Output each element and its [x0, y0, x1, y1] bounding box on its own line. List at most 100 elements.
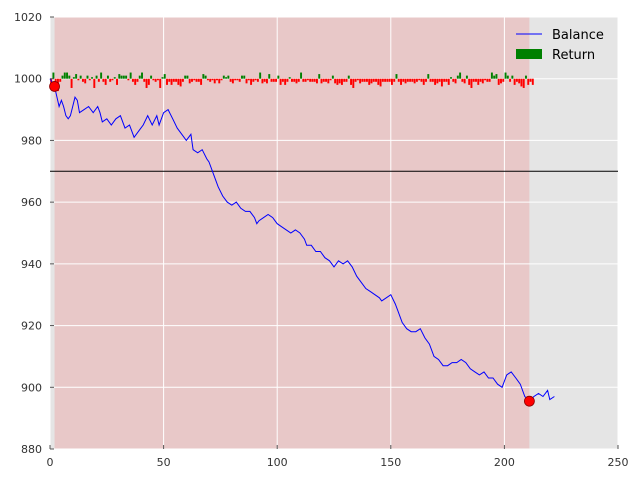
return-bar	[497, 78, 500, 85]
return-bar	[513, 78, 516, 85]
return-bar	[511, 75, 514, 79]
return-bar	[275, 78, 278, 82]
return-bar	[272, 78, 275, 82]
return-bar	[191, 78, 193, 82]
legend: Balance Return	[516, 28, 604, 63]
return-bar	[325, 78, 328, 82]
return-bar	[347, 75, 350, 79]
x-tick-label: 50	[157, 456, 171, 469]
return-bar	[313, 78, 316, 82]
legend-balance-label: Balance	[552, 28, 604, 43]
x-tick-label: 150	[380, 456, 401, 469]
return-bar	[177, 78, 180, 85]
return-bar	[72, 77, 75, 79]
return-bar	[152, 78, 155, 81]
return-bar	[504, 72, 507, 79]
return-bar	[75, 74, 78, 79]
return-bar	[381, 78, 384, 82]
return-bar	[109, 78, 112, 82]
return-bar	[227, 75, 230, 79]
return-bar	[84, 78, 87, 84]
return-bar	[390, 78, 393, 85]
return-bar	[175, 78, 178, 82]
return-bar	[106, 75, 109, 79]
return-bar	[186, 75, 189, 79]
return-bar	[415, 78, 418, 82]
drawdown-span	[54, 17, 530, 449]
return-bar	[113, 77, 116, 79]
return-bar	[63, 72, 66, 79]
return-bar	[127, 78, 130, 81]
return-bar	[309, 78, 312, 82]
return-bar	[529, 78, 532, 82]
return-bar	[306, 78, 309, 81]
return-bar	[459, 72, 462, 79]
return-bar	[427, 74, 430, 79]
return-bar	[52, 72, 55, 79]
return-bar	[259, 72, 262, 79]
return-bar	[454, 78, 457, 84]
return-bar	[254, 78, 257, 81]
return-bar	[170, 78, 173, 85]
return-bar	[286, 78, 289, 82]
return-bar	[216, 78, 218, 81]
return-bar	[250, 78, 253, 85]
return-bar	[163, 74, 166, 79]
return-bar	[252, 78, 255, 82]
y-tick-label: 1000	[14, 73, 42, 86]
return-bar	[168, 78, 171, 82]
return-bar	[222, 75, 225, 79]
return-bar	[311, 78, 314, 82]
return-bar	[481, 78, 484, 84]
return-bar	[475, 78, 477, 82]
return-bar	[218, 78, 221, 84]
x-tick-label: 0	[47, 456, 54, 469]
return-bar	[156, 78, 159, 81]
return-bar	[438, 78, 441, 82]
return-bar	[241, 75, 243, 79]
return-bar	[61, 75, 64, 79]
return-bar	[440, 78, 443, 87]
return-bar	[336, 78, 339, 85]
return-bar	[79, 75, 82, 79]
return-bar	[100, 72, 103, 79]
return-bar	[77, 78, 80, 81]
return-bar	[338, 78, 341, 84]
return-bar	[422, 78, 425, 85]
return-bar	[234, 78, 237, 81]
return-bar	[136, 78, 139, 82]
return-bar	[54, 78, 57, 82]
return-bar	[477, 78, 480, 85]
return-bar	[331, 75, 334, 79]
return-bar	[211, 78, 214, 81]
return-bar	[488, 78, 491, 82]
return-bar	[193, 78, 196, 81]
return-bar	[188, 78, 191, 84]
return-bar	[509, 78, 512, 82]
return-bar	[147, 78, 150, 85]
return-bar	[463, 78, 466, 84]
return-bar	[434, 78, 437, 85]
return-bar	[97, 78, 100, 82]
return-bar	[295, 78, 298, 84]
return-bar	[181, 78, 184, 82]
return-bar	[118, 74, 121, 79]
return-bar	[456, 75, 459, 79]
return-bar	[420, 78, 423, 82]
return-bar	[345, 78, 348, 82]
return-bar	[161, 77, 164, 79]
return-bar	[379, 78, 382, 87]
return-bar	[393, 78, 396, 82]
return-bar	[525, 75, 527, 79]
return-bar	[277, 75, 280, 79]
return-bar	[431, 78, 434, 82]
return-bar	[365, 78, 368, 82]
return-bar	[452, 78, 455, 82]
x-tick-label: 200	[494, 456, 515, 469]
return-bar	[102, 78, 105, 82]
return-bar	[461, 78, 464, 82]
return-bar	[409, 78, 412, 82]
return-bar	[327, 78, 330, 84]
x-axis-ticks: 0 50 100 150 200 250	[47, 445, 629, 469]
